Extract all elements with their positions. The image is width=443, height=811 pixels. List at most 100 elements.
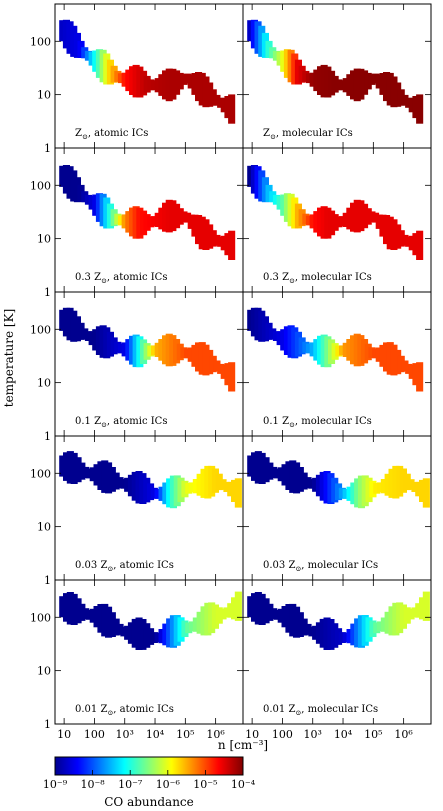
data-point xyxy=(353,68,361,102)
data-point xyxy=(280,50,288,72)
data-point xyxy=(139,473,147,504)
data-point xyxy=(258,452,266,484)
data-point xyxy=(95,326,103,355)
data-point xyxy=(158,629,166,644)
data-point xyxy=(277,608,285,623)
data-point xyxy=(106,331,114,357)
data-point xyxy=(114,213,122,225)
data-point xyxy=(397,230,405,247)
data-point xyxy=(215,473,223,491)
point-cloud xyxy=(59,307,236,392)
data-point xyxy=(124,625,132,640)
data-point xyxy=(110,209,118,227)
data-point xyxy=(261,177,269,203)
data-point xyxy=(317,207,325,237)
data-point xyxy=(305,343,313,354)
data-point xyxy=(228,362,236,392)
data-point xyxy=(81,47,89,59)
data-point xyxy=(304,623,312,635)
axis-ticks xyxy=(243,292,431,437)
data-point xyxy=(88,51,96,66)
data-point xyxy=(74,457,82,483)
data-point xyxy=(369,620,377,637)
data-point xyxy=(121,214,129,229)
data-point xyxy=(158,74,166,96)
data-point xyxy=(187,214,195,229)
data-point xyxy=(285,461,293,490)
data-point xyxy=(187,347,195,362)
data-point xyxy=(208,602,216,634)
data-point xyxy=(338,632,346,643)
data-point xyxy=(135,471,143,504)
data-point xyxy=(169,475,177,509)
data-point xyxy=(273,610,281,620)
data-point xyxy=(73,32,81,58)
data-point xyxy=(150,632,158,643)
data-point xyxy=(415,481,423,497)
data-point xyxy=(383,72,391,102)
data-point xyxy=(265,40,273,58)
data-point xyxy=(383,215,391,245)
data-point xyxy=(184,73,192,84)
data-point xyxy=(224,363,232,386)
panel-3: 1 10 100 0.3 Z⊙, atomic ICs xyxy=(30,147,244,299)
data-point xyxy=(124,477,132,492)
data-point xyxy=(177,617,185,642)
x-tick-label: 10⁵ xyxy=(176,728,194,741)
data-point xyxy=(70,310,78,342)
data-point xyxy=(213,234,221,246)
data-point xyxy=(390,219,398,250)
data-point xyxy=(335,216,343,228)
data-point xyxy=(272,50,280,61)
data-point xyxy=(108,467,116,492)
x-tick-label: 10 xyxy=(57,728,71,741)
data-point xyxy=(121,342,129,357)
data-point xyxy=(234,478,242,508)
data-point xyxy=(369,480,377,498)
data-point xyxy=(158,207,166,230)
data-point xyxy=(285,604,293,633)
data-point xyxy=(327,619,335,650)
panel-label: 0.03 Z⊙, molecular ICs xyxy=(263,560,378,573)
data-point xyxy=(59,309,67,331)
data-point xyxy=(231,597,239,620)
panel-label: 0.01 Z⊙, molecular ICs xyxy=(263,704,378,717)
data-point xyxy=(154,342,162,357)
data-point xyxy=(209,355,217,373)
data-point xyxy=(192,479,200,494)
data-point xyxy=(390,76,398,108)
y-tick-label: 1 xyxy=(44,718,51,731)
data-point xyxy=(219,479,227,490)
x-tick-label: 100 xyxy=(84,728,105,741)
data-point xyxy=(296,612,304,637)
data-point xyxy=(112,618,120,636)
data-point xyxy=(66,21,74,54)
panel-label: Z⊙, molecular ICs xyxy=(263,128,353,141)
data-point xyxy=(372,73,380,84)
data-point xyxy=(323,617,331,650)
data-point xyxy=(331,343,339,360)
data-point xyxy=(309,342,317,357)
data-point xyxy=(313,339,321,361)
data-point xyxy=(121,72,129,87)
data-point xyxy=(143,75,151,93)
data-point xyxy=(298,65,306,83)
panel-frame xyxy=(242,435,432,581)
data-point xyxy=(191,214,199,237)
data-point xyxy=(106,203,114,229)
data-point xyxy=(375,74,383,89)
data-point xyxy=(151,80,159,91)
data-point xyxy=(143,343,151,360)
data-point xyxy=(114,341,122,353)
data-point xyxy=(129,207,137,237)
data-point xyxy=(327,473,335,504)
data-point xyxy=(300,618,308,636)
data-point xyxy=(269,47,277,59)
data-point xyxy=(328,70,336,96)
data-point xyxy=(169,335,177,366)
data-point xyxy=(162,482,170,505)
data-point xyxy=(169,200,177,232)
data-point xyxy=(93,606,101,628)
data-point xyxy=(281,606,289,628)
data-point xyxy=(346,629,354,644)
